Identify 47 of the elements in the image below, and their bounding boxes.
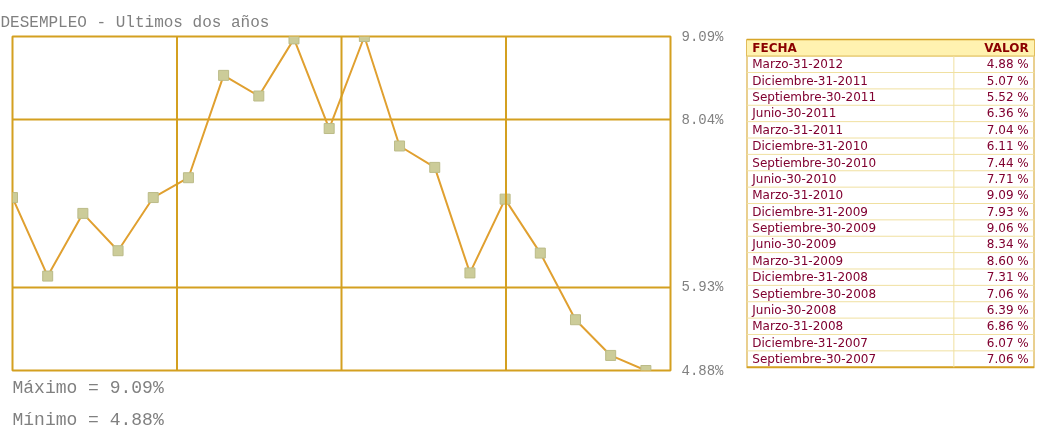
text: 4.88 %	[986, 57, 1029, 72]
category-label: Marzo-31-2010	[752, 188, 844, 203]
y-tick-label: 5.93%	[681, 279, 725, 296]
category-label: FECHA	[752, 40, 798, 55]
text: 8.60 %	[986, 253, 1029, 268]
text: 9.09 %	[986, 188, 1029, 203]
category-label: Junio-30-2011	[751, 106, 837, 121]
category-label: Diciembre-31-2007	[752, 335, 868, 350]
text: Máximo = 9.09%	[12, 377, 164, 398]
category-label: Marzo-31-2009	[752, 253, 844, 268]
text: 7.44 %	[986, 155, 1029, 170]
text: Mínimo = 4.88%	[12, 409, 164, 430]
category-label: Diciembre-31-2009	[752, 204, 868, 219]
text: 5.52 %	[986, 90, 1029, 105]
text: 7.06 %	[986, 286, 1029, 301]
category-label: Septiembre-30-2008	[752, 286, 877, 301]
text: 6.36 %	[986, 106, 1029, 121]
category-label: Junio-30-2009	[751, 237, 837, 252]
text: 5.07 %	[986, 73, 1029, 88]
y-tick-label: 4.88%	[681, 362, 725, 379]
category-label: Marzo-31-2008	[752, 319, 844, 334]
text: 6.39 %	[986, 302, 1029, 317]
text: 7.04 %	[986, 122, 1029, 137]
text: 7.31 %	[986, 270, 1029, 285]
category-label: Diciembre-31-2008	[752, 270, 868, 285]
category-label: Septiembre-30-2007	[752, 352, 877, 367]
text: 7.93 %	[986, 204, 1029, 219]
text: 7.71 %	[986, 171, 1029, 186]
text: 6.11 %	[986, 139, 1029, 154]
category-label: Junio-30-2010	[751, 171, 837, 186]
y-tick-label: 8.04%	[681, 111, 725, 128]
category-label: Marzo-31-2012	[752, 57, 844, 72]
text: 6.07 %	[986, 335, 1029, 350]
text: VALOR	[984, 40, 1029, 55]
category-label: Septiembre-30-2010	[752, 155, 877, 170]
category-label: Septiembre-30-2009	[752, 221, 877, 236]
category-label: Marzo-31-2011	[752, 122, 844, 137]
category-label: Junio-30-2008	[751, 302, 837, 317]
text: 8.34 %	[986, 237, 1029, 252]
category-label: Septiembre-30-2011	[752, 90, 877, 105]
category-label: Diciembre-31-2011	[752, 73, 868, 88]
category-label: Diciembre-31-2010	[752, 139, 868, 154]
text: 6.86 %	[986, 319, 1029, 334]
chart-title: DESEMPLEO - Ultimos dos años	[0, 13, 270, 32]
text: 7.06 %	[986, 352, 1029, 367]
y-tick-label: 9.09%	[681, 28, 725, 45]
text: 9.06 %	[986, 221, 1029, 236]
